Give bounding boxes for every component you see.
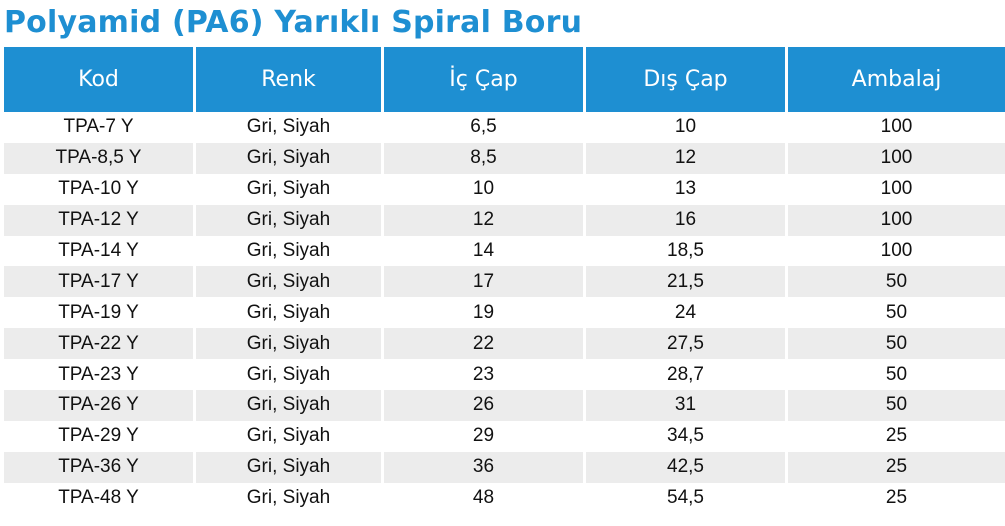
spec-table: Kod Renk İç Çap Dış Çap Ambalaj TPA-7 Y … [4, 47, 1005, 514]
cell-renk: Gri, Siyah [196, 420, 384, 452]
column-header-ambalaj: Ambalaj [788, 47, 1005, 112]
cell-ic-cap: 10 [384, 173, 586, 205]
cell-kod: TPA-17 Y [4, 266, 196, 298]
table-row: TPA-23 Y Gri, Siyah 23 28,7 50 [4, 359, 1005, 391]
cell-ic-cap: 48 [384, 482, 586, 514]
cell-dis-cap: 16 [586, 204, 788, 236]
cell-kod: TPA-10 Y [4, 173, 196, 205]
cell-dis-cap: 13 [586, 173, 788, 205]
cell-ambalaj: 25 [788, 451, 1005, 483]
cell-ic-cap: 14 [384, 235, 586, 267]
cell-ambalaj: 25 [788, 420, 1005, 452]
cell-kod: TPA-36 Y [4, 451, 196, 483]
page-title: Polyamid (PA6) Yarıklı Spiral Boru [4, 5, 583, 40]
cell-ic-cap: 6,5 [384, 112, 586, 143]
column-header-kod: Kod [4, 47, 196, 112]
cell-ambalaj: 100 [788, 142, 1005, 174]
cell-ambalaj: 25 [788, 482, 1005, 514]
table-row: TPA-26 Y Gri, Siyah 26 31 50 [4, 390, 1005, 421]
cell-kod: TPA-29 Y [4, 420, 196, 452]
cell-ic-cap: 22 [384, 328, 586, 360]
cell-kod: TPA-8,5 Y [4, 142, 196, 174]
cell-ambalaj: 100 [788, 235, 1005, 267]
table-row: TPA-29 Y Gri, Siyah 29 34,5 25 [4, 420, 1005, 452]
cell-kod: TPA-19 Y [4, 297, 196, 329]
cell-renk: Gri, Siyah [196, 266, 384, 298]
cell-kod: TPA-48 Y [4, 482, 196, 514]
table-row: TPA-7 Y Gri, Siyah 6,5 10 100 [4, 112, 1005, 143]
cell-dis-cap: 34,5 [586, 420, 788, 452]
table-header: Kod Renk İç Çap Dış Çap Ambalaj [4, 47, 1005, 112]
cell-kod: TPA-7 Y [4, 112, 196, 143]
cell-renk: Gri, Siyah [196, 451, 384, 483]
cell-dis-cap: 10 [586, 112, 788, 143]
header-row: Kod Renk İç Çap Dış Çap Ambalaj [4, 47, 1005, 112]
cell-renk: Gri, Siyah [196, 328, 384, 360]
cell-dis-cap: 18,5 [586, 235, 788, 267]
cell-ic-cap: 17 [384, 266, 586, 298]
cell-ic-cap: 23 [384, 359, 586, 391]
cell-kod: TPA-26 Y [4, 390, 196, 421]
cell-ic-cap: 26 [384, 390, 586, 421]
table-row: TPA-17 Y Gri, Siyah 17 21,5 50 [4, 266, 1005, 298]
cell-dis-cap: 28,7 [586, 359, 788, 391]
table-row: TPA-10 Y Gri, Siyah 10 13 100 [4, 173, 1005, 205]
cell-ambalaj: 50 [788, 266, 1005, 298]
cell-dis-cap: 54,5 [586, 482, 788, 514]
cell-ambalaj: 100 [788, 173, 1005, 205]
table-row: TPA-19 Y Gri, Siyah 19 24 50 [4, 297, 1005, 329]
cell-dis-cap: 27,5 [586, 328, 788, 360]
cell-renk: Gri, Siyah [196, 142, 384, 174]
table-body: TPA-7 Y Gri, Siyah 6,5 10 100 TPA-8,5 Y … [4, 112, 1005, 514]
cell-dis-cap: 31 [586, 390, 788, 421]
cell-renk: Gri, Siyah [196, 204, 384, 236]
cell-renk: Gri, Siyah [196, 173, 384, 205]
table-row: TPA-36 Y Gri, Siyah 36 42,5 25 [4, 451, 1005, 483]
column-header-ic-cap: İç Çap [384, 47, 586, 112]
cell-ambalaj: 100 [788, 204, 1005, 236]
cell-kod: TPA-22 Y [4, 328, 196, 360]
table-row: TPA-22 Y Gri, Siyah 22 27,5 50 [4, 328, 1005, 360]
cell-ic-cap: 12 [384, 204, 586, 236]
table-row: TPA-8,5 Y Gri, Siyah 8,5 12 100 [4, 142, 1005, 174]
cell-renk: Gri, Siyah [196, 297, 384, 329]
cell-ambalaj: 100 [788, 112, 1005, 143]
cell-kod: TPA-23 Y [4, 359, 196, 391]
cell-dis-cap: 21,5 [586, 266, 788, 298]
cell-dis-cap: 24 [586, 297, 788, 329]
cell-ambalaj: 50 [788, 359, 1005, 391]
cell-renk: Gri, Siyah [196, 235, 384, 267]
table-row: TPA-14 Y Gri, Siyah 14 18,5 100 [4, 235, 1005, 267]
cell-renk: Gri, Siyah [196, 482, 384, 514]
cell-ic-cap: 19 [384, 297, 586, 329]
cell-kod: TPA-14 Y [4, 235, 196, 267]
cell-ic-cap: 8,5 [384, 142, 586, 174]
cell-ambalaj: 50 [788, 328, 1005, 360]
column-header-dis-cap: Dış Çap [586, 47, 788, 112]
table-row: TPA-48 Y Gri, Siyah 48 54,5 25 [4, 482, 1005, 514]
cell-kod: TPA-12 Y [4, 204, 196, 236]
cell-ambalaj: 50 [788, 297, 1005, 329]
cell-renk: Gri, Siyah [196, 390, 384, 421]
cell-ic-cap: 29 [384, 420, 586, 452]
cell-renk: Gri, Siyah [196, 112, 384, 143]
cell-ic-cap: 36 [384, 451, 586, 483]
table-row: TPA-12 Y Gri, Siyah 12 16 100 [4, 204, 1005, 236]
cell-renk: Gri, Siyah [196, 359, 384, 391]
column-header-renk: Renk [196, 47, 384, 112]
cell-dis-cap: 42,5 [586, 451, 788, 483]
cell-ambalaj: 50 [788, 390, 1005, 421]
cell-dis-cap: 12 [586, 142, 788, 174]
